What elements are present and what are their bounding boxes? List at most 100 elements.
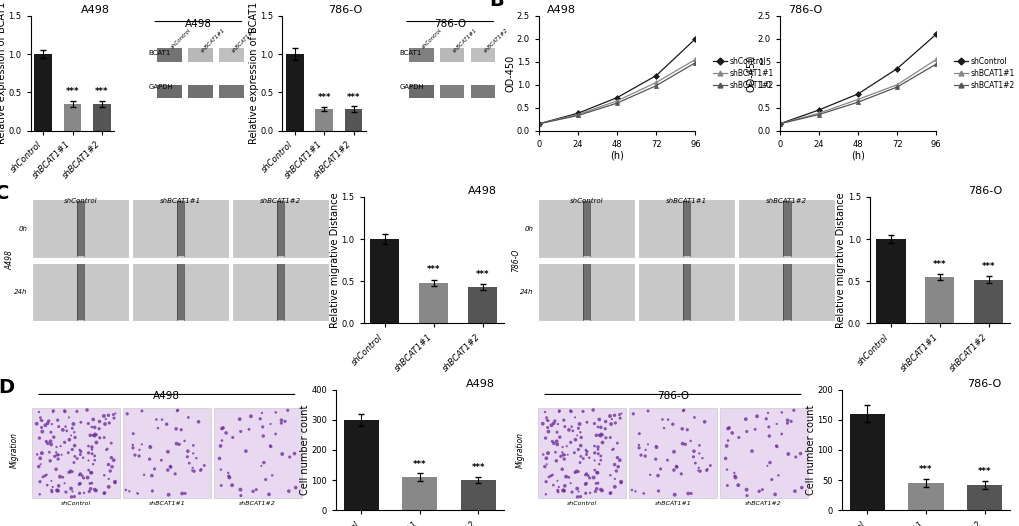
Point — [594, 431, 610, 439]
Point — [42, 457, 58, 465]
Point — [554, 443, 571, 451]
Text: shBCAT1#1: shBCAT1#1 — [201, 27, 226, 54]
Point — [561, 406, 578, 414]
Point — [257, 476, 273, 484]
Point — [96, 433, 112, 442]
Point — [545, 439, 561, 448]
Point — [173, 426, 190, 434]
Point — [667, 462, 684, 471]
Point — [221, 473, 237, 482]
Text: 24h: 24h — [14, 289, 28, 295]
Point — [723, 429, 740, 437]
Point — [556, 422, 573, 431]
Text: ***: *** — [977, 468, 990, 477]
Text: A498: A498 — [184, 19, 212, 29]
Text: shBCAT1#2: shBCAT1#2 — [239, 501, 276, 505]
Point — [211, 454, 227, 463]
Point — [639, 440, 655, 449]
Point — [88, 431, 104, 439]
Point — [129, 490, 146, 498]
Text: GAPDH: GAPDH — [148, 84, 173, 90]
Point — [187, 454, 204, 462]
Point — [650, 487, 666, 495]
Point — [82, 487, 98, 495]
Point — [34, 449, 50, 457]
Point — [610, 410, 627, 419]
Text: ***: *** — [317, 93, 331, 102]
Point — [32, 454, 48, 462]
Point — [685, 447, 701, 456]
Point — [648, 443, 664, 451]
Y-axis label: Relative migrative Distance: Relative migrative Distance — [330, 193, 339, 328]
Point — [683, 489, 699, 498]
FancyBboxPatch shape — [157, 48, 181, 62]
Point — [627, 487, 643, 495]
Point — [160, 466, 176, 474]
Point — [96, 412, 112, 420]
Bar — [538, 199, 635, 258]
Point — [85, 415, 101, 423]
Point — [737, 415, 753, 423]
Bar — [76, 201, 85, 256]
Point — [719, 437, 736, 445]
Point — [162, 463, 178, 471]
Point — [96, 489, 112, 498]
Point — [539, 423, 555, 432]
Point — [577, 471, 593, 479]
Point — [575, 407, 591, 416]
Bar — [849, 414, 884, 510]
Point — [573, 433, 589, 442]
Point — [592, 452, 608, 460]
Point — [256, 458, 272, 467]
Point — [68, 407, 85, 416]
Point — [73, 471, 90, 480]
Text: shBCAT1#2: shBCAT1#2 — [482, 27, 508, 54]
Point — [779, 419, 795, 428]
Text: ***: *** — [932, 259, 946, 269]
Bar — [232, 262, 329, 321]
Point — [142, 443, 158, 451]
Point — [264, 471, 280, 480]
Point — [538, 413, 554, 422]
Point — [169, 407, 185, 415]
Point — [641, 471, 657, 479]
Point — [107, 479, 123, 487]
Point — [694, 454, 710, 462]
Point — [664, 420, 681, 429]
Point — [691, 449, 707, 458]
Point — [596, 424, 612, 433]
Point — [544, 471, 560, 479]
Point — [35, 473, 51, 481]
Point — [103, 439, 119, 447]
Bar — [783, 264, 790, 319]
Bar — [683, 264, 690, 319]
Point — [779, 416, 795, 424]
Point — [570, 424, 586, 432]
Point — [254, 409, 270, 417]
Point — [255, 432, 271, 440]
Point — [91, 424, 107, 433]
Point — [224, 481, 240, 489]
Point — [586, 456, 602, 464]
Text: A498: A498 — [546, 5, 576, 15]
Point — [100, 460, 116, 469]
Point — [154, 416, 170, 424]
Point — [81, 442, 97, 450]
Point — [64, 446, 81, 454]
Point — [668, 463, 685, 471]
Point — [575, 454, 591, 463]
Point — [578, 418, 594, 427]
Point — [63, 431, 79, 440]
Point — [97, 420, 113, 428]
Point — [559, 451, 576, 459]
Text: shControl: shControl — [61, 501, 91, 505]
Point — [547, 448, 564, 457]
Bar — [783, 201, 790, 256]
Point — [534, 420, 550, 428]
Text: shBCAT1#1: shBCAT1#1 — [160, 198, 201, 204]
Point — [601, 471, 618, 480]
Point — [612, 478, 629, 486]
Point — [691, 441, 707, 450]
Point — [655, 424, 672, 432]
Point — [687, 459, 703, 467]
